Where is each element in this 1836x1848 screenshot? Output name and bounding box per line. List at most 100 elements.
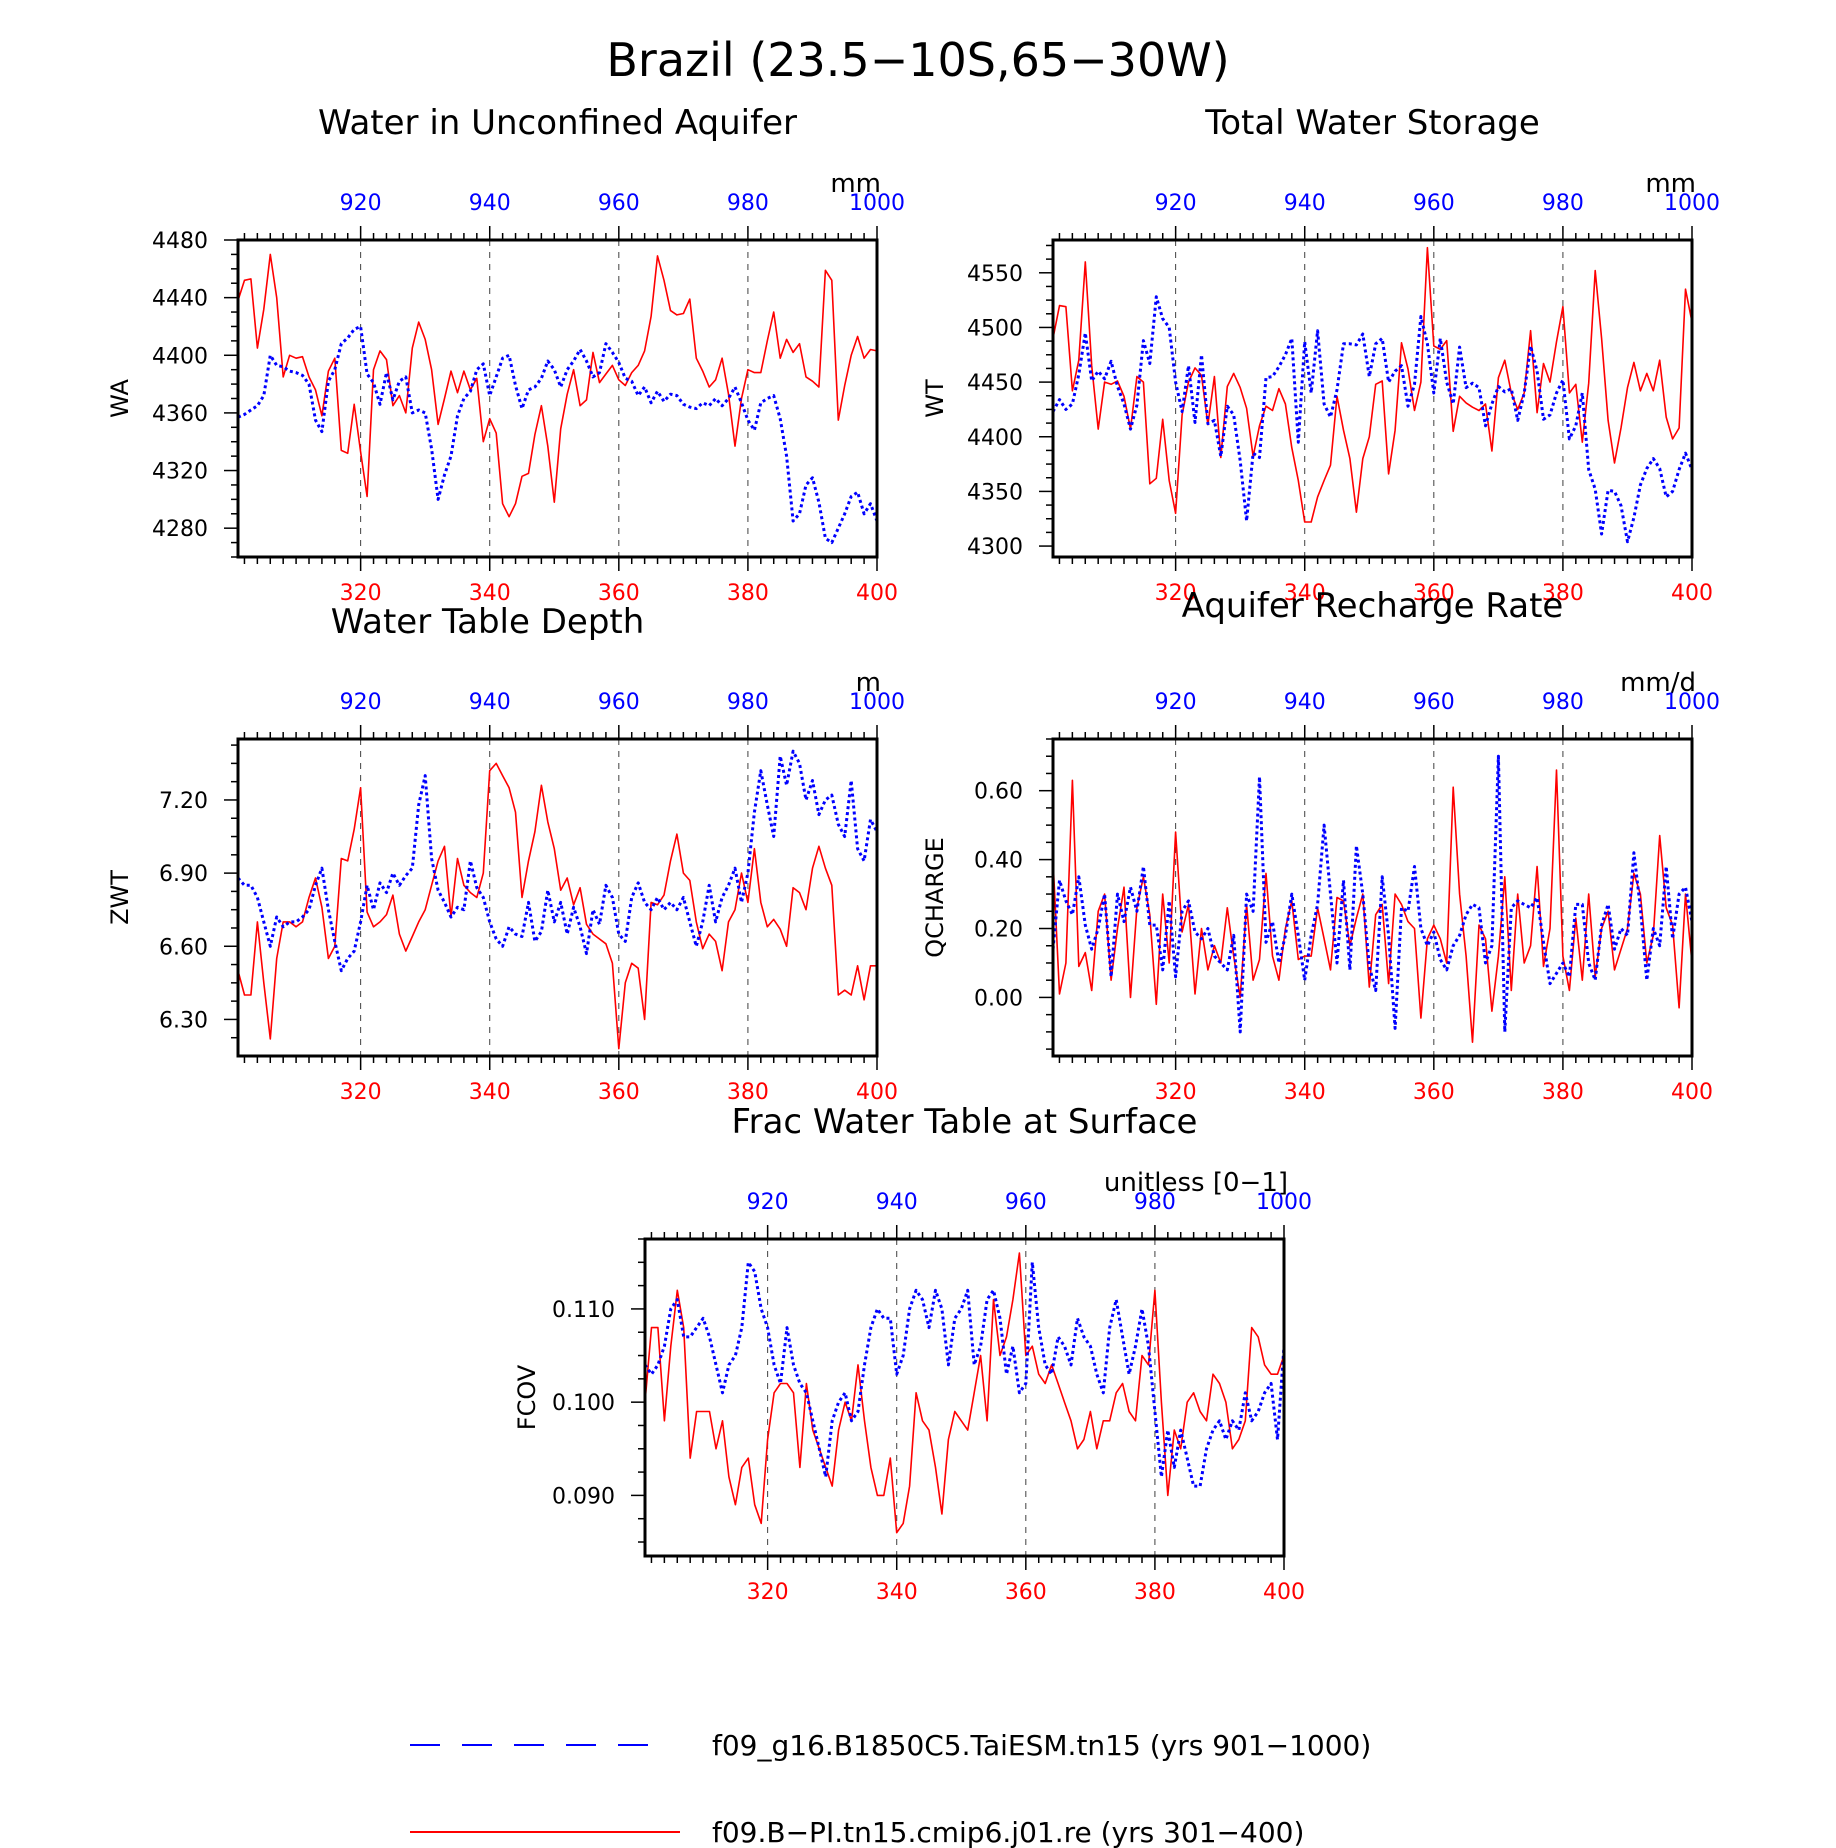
y-tick-label: 6.60 [159,935,208,960]
y-tick-label: 0.20 [974,918,1023,943]
x-tick-label-top: 960 [1413,690,1455,715]
x-tick-label-bottom: 380 [727,581,769,606]
x-tick-label-top: 920 [340,191,382,216]
x-tick-label-bottom: 320 [340,581,382,606]
x-tick-label-top: 980 [1134,1190,1176,1215]
x-tick-label-top: 960 [598,191,640,216]
x-tick-label-bottom: 400 [1671,1080,1713,1105]
panels: Water in Unconfined Aquifer mm 320 340 360 38… [106,103,1720,1605]
x-tick-label-top: 940 [1284,690,1326,715]
x-tick-label-bottom: 360 [598,1080,640,1105]
y-tick-label: 4550 [967,262,1023,287]
panel-3: Water Table Depth m 320 340 360 380 400 920 940 9… [106,602,905,1105]
x-tick-label-top: 980 [727,690,769,715]
y-tick-label: 0.110 [552,1298,615,1323]
series-line-red [1052,769,1693,1043]
x-tick-label-top: 1000 [1664,690,1720,715]
y-tick-label: 4320 [152,460,208,485]
y-tick-label: 0.090 [552,1484,615,1509]
x-tick-label-bottom: 360 [1413,581,1455,606]
y-tick-label: 4300 [967,535,1023,560]
figure-title: Brazil (23.5−10S,65−30W) [606,33,1229,87]
x-tick-label-top: 980 [727,191,769,216]
y-tick-label: 4480 [152,229,208,254]
x-tick-label-top: 1000 [849,690,905,715]
y-tick-label: 4440 [152,287,208,312]
x-tick-label-top: 1000 [1664,191,1720,216]
x-tick-label-top: 920 [1155,191,1197,216]
x-tick-label-top: 920 [1155,690,1197,715]
x-tick-label-bottom: 380 [727,1080,769,1105]
y-axis-label: QCHARGE [921,837,949,958]
x-tick-label-bottom: 340 [469,581,511,606]
x-tick-label-top: 980 [1542,690,1584,715]
y-tick-label: 0.100 [552,1391,615,1416]
legend: f09_g16.B1850C5.TaiESM.tn15 (yrs 901−100… [410,1729,1371,1848]
plot-frame [236,737,879,1058]
series-line-blue [1051,754,1694,1034]
x-tick-label-bottom: 340 [1284,581,1326,606]
panel-5: Frac Water Table at Surface unitless [0−1… [513,1102,1312,1605]
panel-title: Total Water Storage [1204,103,1540,143]
x-tick-label-bottom: 340 [469,1080,511,1105]
panel-1: Water in Unconfined Aquifer mm 320 340 360 38… [106,103,905,606]
panel-title: Frac Water Table at Surface [732,1102,1198,1142]
series-line-blue [236,749,879,973]
series-line-blue [643,1260,1286,1488]
y-tick-label: 0.00 [974,986,1023,1011]
x-tick-label-top: 940 [469,191,511,216]
x-tick-label-top: 920 [340,690,382,715]
series-line-red [237,762,877,1050]
y-tick-label: 4450 [967,371,1023,396]
y-tick-label: 4400 [152,344,208,369]
plot-frame [643,1237,1286,1558]
plot-frame [1051,737,1694,1058]
y-axis-label: WT [921,379,949,418]
x-tick-label-top: 980 [1542,191,1584,216]
series-line-red [1052,246,1693,523]
x-tick-label-bottom: 360 [1413,1080,1455,1105]
y-tick-label: 0.60 [974,780,1023,805]
legend-red-label: f09.B−PI.tn15.cmip6.j01.re (yrs 301−400) [712,1816,1304,1848]
x-tick-label-top: 940 [469,690,511,715]
plot-frame [1051,238,1694,559]
series-line-blue [1051,295,1694,544]
units-label: mm [1645,169,1696,199]
x-tick-label-bottom: 320 [1155,1080,1197,1105]
x-tick-label-top: 1000 [1256,1190,1312,1215]
x-tick-label-top: 920 [747,1190,789,1215]
y-tick-label: 7.20 [159,789,208,814]
panel-title: Water Table Depth [331,602,645,642]
plot-frame [236,238,879,559]
series-line-red [644,1252,1285,1534]
x-tick-label-bottom: 340 [1284,1080,1326,1105]
y-tick-label: 6.30 [159,1008,208,1033]
x-tick-label-bottom: 400 [1263,1580,1305,1605]
panel-2: Total Water Storage mm 320 340 360 380 400 920 9… [921,103,1720,606]
y-tick-label: 4280 [152,517,208,542]
y-tick-label: 4500 [967,316,1023,341]
x-tick-label-top: 940 [1284,191,1326,216]
series-line-blue [237,325,879,545]
x-tick-label-bottom: 320 [747,1580,789,1605]
x-tick-label-bottom: 380 [1134,1580,1176,1605]
panel-4: Aquifer Recharge Rate mm/d 320 340 360 380 400… [921,586,1720,1105]
x-tick-label-bottom: 380 [1542,1080,1584,1105]
x-tick-label-bottom: 380 [1542,581,1584,606]
panel-title: Water in Unconfined Aquifer [318,103,797,143]
units-label: unitless [0−1] [1104,1168,1288,1198]
x-tick-label-bottom: 400 [1671,581,1713,606]
x-tick-label-bottom: 320 [340,1080,382,1105]
x-tick-label-top: 960 [1005,1190,1047,1215]
units-label: m [856,668,881,698]
y-tick-label: 4400 [967,426,1023,451]
series-line-red [237,253,878,518]
y-tick-label: 4350 [967,480,1023,505]
legend-blue-label: f09_g16.B1850C5.TaiESM.tn15 (yrs 901−100… [712,1729,1371,1762]
x-tick-label-bottom: 400 [856,581,898,606]
x-tick-label-top: 940 [876,1190,918,1215]
y-axis-label: ZWT [106,870,134,925]
x-tick-label-bottom: 360 [598,581,640,606]
units-label: mm/d [1620,668,1696,698]
panel-title: Aquifer Recharge Rate [1182,586,1564,626]
